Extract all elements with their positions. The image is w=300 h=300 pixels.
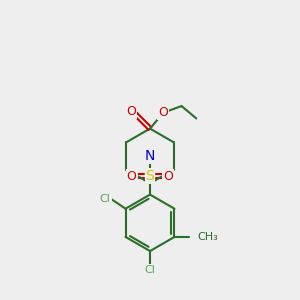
Text: S: S — [146, 169, 154, 183]
Text: O: O — [164, 170, 173, 183]
Text: O: O — [126, 105, 136, 118]
Text: O: O — [158, 106, 168, 119]
Text: Cl: Cl — [100, 194, 111, 204]
Text: Cl: Cl — [145, 266, 155, 275]
Text: N: N — [145, 149, 155, 163]
Text: CH₃: CH₃ — [198, 232, 218, 242]
Text: O: O — [127, 170, 136, 183]
